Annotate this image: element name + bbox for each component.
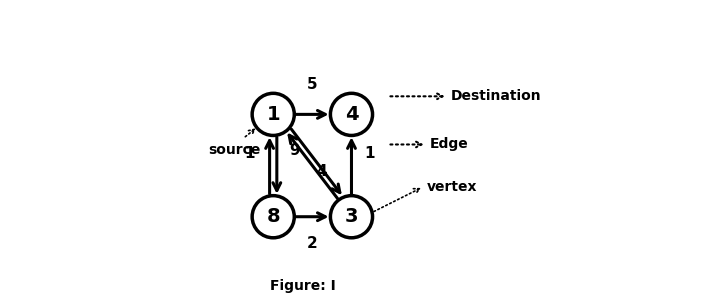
Text: 2: 2 <box>307 236 317 251</box>
Text: 4: 4 <box>345 105 358 124</box>
Ellipse shape <box>330 196 373 238</box>
Ellipse shape <box>252 196 295 238</box>
Text: Destination: Destination <box>451 89 541 103</box>
Text: 3: 3 <box>345 207 358 226</box>
Text: Figure: I: Figure: I <box>270 279 336 293</box>
Text: Edge: Edge <box>430 138 468 151</box>
Text: 9: 9 <box>289 143 300 158</box>
Text: 1: 1 <box>244 146 255 161</box>
Text: 8: 8 <box>267 207 280 226</box>
Ellipse shape <box>252 93 295 135</box>
Text: source: source <box>208 144 260 157</box>
Text: 4: 4 <box>316 164 327 179</box>
Text: 1: 1 <box>364 146 375 161</box>
Text: 1: 1 <box>267 105 280 124</box>
Text: vertex: vertex <box>427 180 477 194</box>
Text: 5: 5 <box>307 77 317 92</box>
Ellipse shape <box>330 93 373 135</box>
